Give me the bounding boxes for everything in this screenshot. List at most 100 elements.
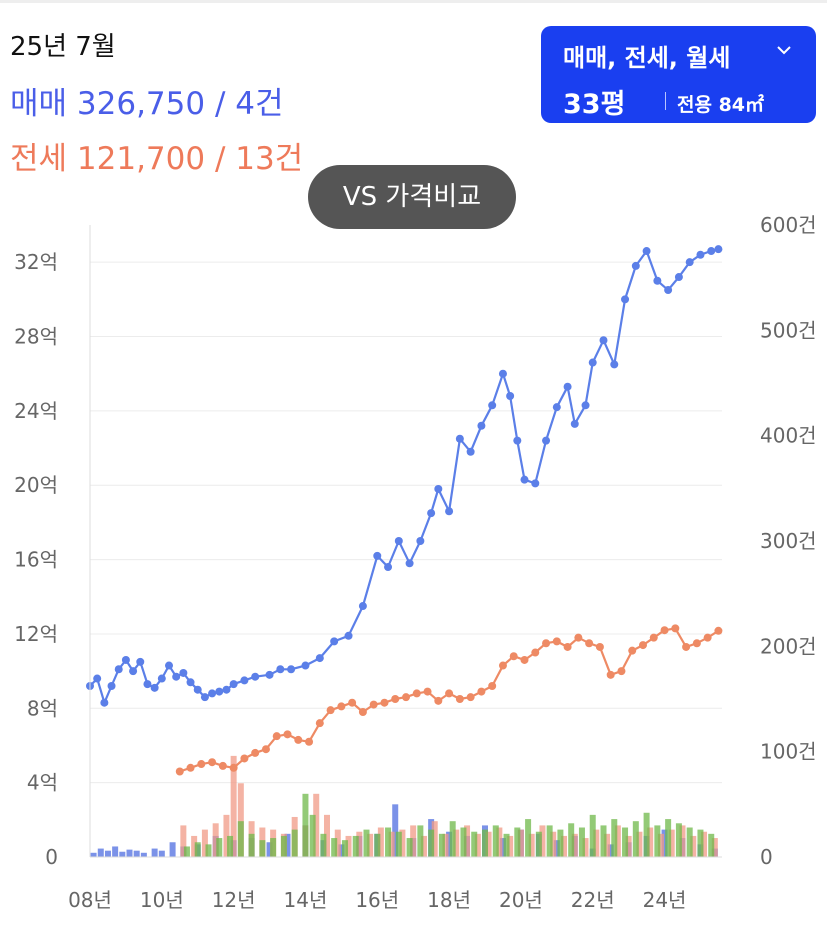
volume-bar (711, 838, 718, 857)
data-point (477, 687, 486, 696)
volume-bar (169, 842, 176, 857)
volume-bar (201, 829, 208, 857)
volume-bars (90, 755, 718, 857)
volume-bar (119, 851, 126, 857)
volume-bar (665, 819, 672, 857)
data-point (93, 674, 102, 683)
data-point (488, 401, 497, 410)
volume-bar (517, 829, 524, 857)
y-left-tick-label: 0 (45, 845, 58, 869)
data-point (402, 693, 410, 702)
data-point (671, 624, 680, 633)
data-point (642, 247, 651, 256)
data-point (445, 689, 454, 698)
volume-bar (701, 831, 708, 857)
transaction-type-selector[interactable]: 매매, 전세, 월세 33평 전용 84㎡ (541, 26, 816, 123)
data-point (628, 646, 637, 655)
data-point (552, 403, 561, 412)
data-point (416, 537, 425, 545)
y-right-tick-label: 500건 (760, 318, 817, 342)
data-point (348, 698, 357, 707)
data-point (542, 639, 551, 648)
volume-bar (675, 823, 682, 857)
volume-bar (363, 829, 370, 857)
volume-bar (614, 825, 621, 857)
volume-bar (284, 833, 291, 857)
data-point (129, 667, 138, 676)
data-point (369, 700, 378, 709)
volume-bar (417, 825, 424, 857)
y-right-tick-label: 0 (760, 845, 773, 869)
data-point (585, 639, 594, 648)
volume-bar (643, 812, 650, 857)
data-point (434, 696, 443, 705)
data-point (445, 507, 454, 516)
data-point (251, 748, 260, 757)
data-point (261, 745, 270, 754)
data-point (337, 702, 346, 711)
volume-bar (291, 829, 298, 857)
data-point (639, 641, 647, 650)
volume-bar (647, 827, 654, 857)
data-point (380, 698, 389, 707)
data-point (621, 295, 630, 304)
volume-bar (302, 793, 309, 857)
data-point (114, 665, 123, 674)
volume-bar (514, 827, 521, 857)
data-point (157, 674, 166, 683)
data-point (685, 258, 694, 267)
data-point (405, 559, 414, 568)
volume-bar (345, 835, 352, 857)
volume-bar (112, 846, 119, 857)
data-point (218, 761, 227, 770)
data-point (674, 273, 683, 282)
sale-price-summary: 매매 326,750 / 4건 (10, 86, 284, 122)
chart-grid (90, 261, 722, 858)
data-point (240, 754, 249, 763)
price-lines (86, 245, 723, 776)
data-point (423, 687, 432, 696)
data-point (570, 419, 579, 428)
volume-bar (259, 840, 266, 857)
data-point (150, 683, 159, 692)
x-tick-label: 12년 (212, 888, 256, 912)
volume-bar (496, 827, 503, 857)
data-point (294, 735, 303, 744)
volume-bar (535, 831, 542, 857)
volume-bar (482, 829, 488, 857)
volume-bar (528, 833, 535, 857)
data-point (143, 680, 152, 689)
data-point (703, 633, 712, 642)
data-point (660, 626, 669, 635)
volume-bar (183, 846, 190, 857)
volume-bar (449, 821, 456, 857)
data-point (488, 681, 497, 690)
volume-bar (374, 833, 381, 857)
x-tick-label: 16년 (355, 888, 399, 912)
volume-bar (632, 821, 639, 857)
volume-bar (248, 833, 255, 857)
data-point (251, 672, 260, 681)
volume-bar (309, 814, 316, 857)
series-line (179, 627, 719, 773)
data-point (229, 680, 238, 689)
vs-price-compare-button[interactable]: VS 가격비교 (308, 165, 516, 229)
data-point (186, 678, 195, 687)
volume-bar (334, 829, 341, 857)
volume-bar (661, 829, 668, 857)
data-point (265, 670, 274, 679)
y-right-tick-label: 200건 (760, 634, 817, 658)
volume-bar (553, 840, 560, 857)
y-left-tick-label: 4억 (27, 771, 58, 795)
series-line (89, 248, 719, 704)
data-point (599, 336, 608, 345)
data-point (330, 637, 339, 646)
x-tick-label: 14년 (284, 888, 328, 912)
data-point (412, 689, 421, 698)
data-point (276, 665, 285, 674)
data-point (574, 633, 583, 642)
volume-bar (571, 833, 578, 857)
y-left-tick-label: 20억 (14, 473, 58, 497)
volume-bar (622, 827, 629, 857)
volume-bar (582, 838, 589, 857)
